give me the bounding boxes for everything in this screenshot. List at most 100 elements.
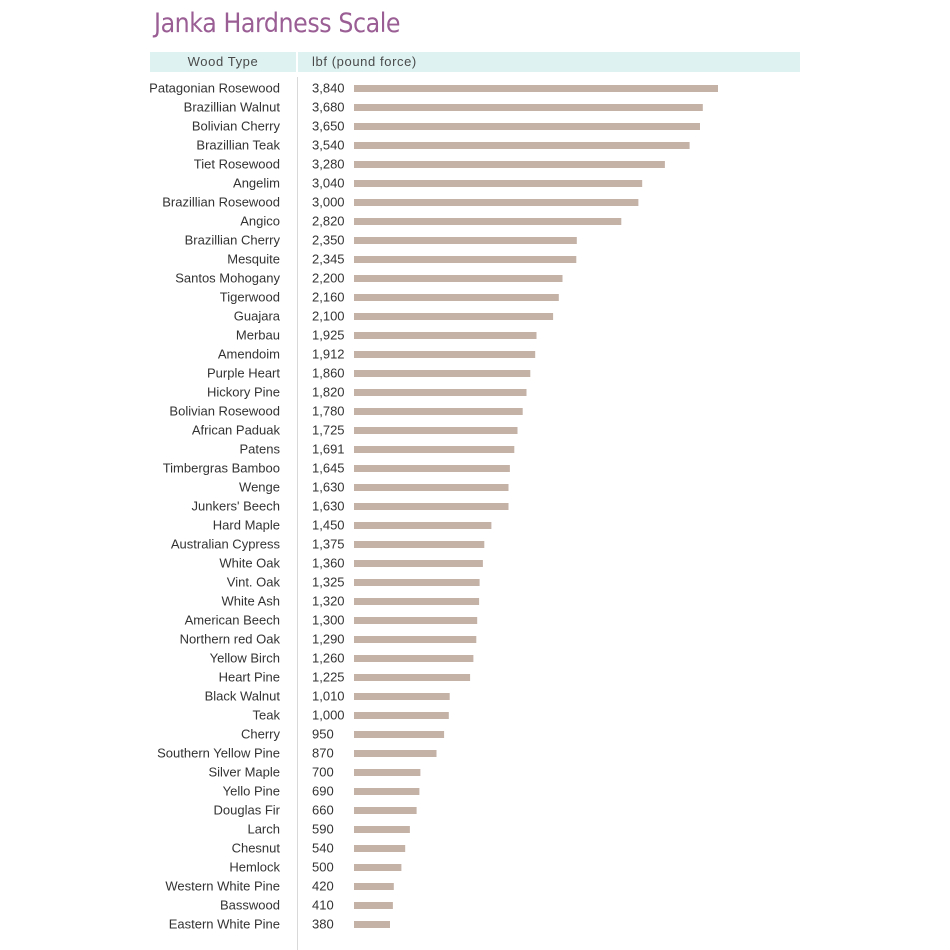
value-label: 3,000 bbox=[312, 195, 345, 210]
wood-type-label: Patens bbox=[240, 442, 281, 457]
value-label: 3,840 bbox=[312, 81, 345, 96]
value-label: 1,630 bbox=[312, 480, 345, 495]
wood-type-label: Amendoim bbox=[218, 347, 280, 362]
value-label: 3,040 bbox=[312, 176, 345, 191]
value-label: 700 bbox=[312, 765, 334, 780]
wood-type-label: Junkers' Beech bbox=[192, 499, 280, 514]
wood-type-label: Mesquite bbox=[227, 252, 280, 267]
column-header-divider bbox=[296, 52, 298, 72]
wood-type-label: White Ash bbox=[221, 594, 280, 609]
bar bbox=[354, 655, 474, 662]
wood-type-label: Patagonian Rosewood bbox=[149, 81, 280, 96]
wood-type-label: Yellow Birch bbox=[210, 651, 280, 666]
value-label: 380 bbox=[312, 917, 334, 932]
value-label: 690 bbox=[312, 784, 334, 799]
value-label: 1,912 bbox=[312, 347, 345, 362]
value-label: 1,691 bbox=[312, 442, 345, 457]
value-label: 3,280 bbox=[312, 157, 345, 172]
wood-type-label: Cherry bbox=[241, 727, 281, 742]
bar bbox=[354, 484, 509, 491]
wood-type-label: Larch bbox=[247, 822, 280, 837]
bar bbox=[354, 446, 515, 453]
bar bbox=[354, 427, 518, 434]
bar-rows: Patagonian Rosewood 3,840 Brazillian Walnu… bbox=[149, 81, 718, 932]
column-divider-line bbox=[297, 77, 298, 950]
value-label: 870 bbox=[312, 746, 334, 761]
bar bbox=[354, 902, 393, 909]
value-label: 1,010 bbox=[312, 689, 345, 704]
wood-type-label: Northern red Oak bbox=[180, 632, 281, 647]
wood-type-label: Purple Heart bbox=[207, 366, 280, 381]
value-label: 1,450 bbox=[312, 518, 345, 533]
bar bbox=[354, 522, 492, 529]
value-label: 950 bbox=[312, 727, 334, 742]
column-header-bar bbox=[150, 52, 800, 72]
wood-type-label: Basswood bbox=[220, 898, 280, 913]
bar bbox=[354, 560, 483, 567]
value-label: 1,820 bbox=[312, 385, 345, 400]
value-label: 500 bbox=[312, 860, 334, 875]
value-label: 1,325 bbox=[312, 575, 345, 590]
wood-type-label: Eastern White Pine bbox=[169, 917, 280, 932]
wood-type-label: Teak bbox=[253, 708, 281, 723]
wood-type-label: Brazillian Rosewood bbox=[162, 195, 280, 210]
wood-type-label: Tiet Rosewood bbox=[194, 157, 280, 172]
bar bbox=[354, 104, 703, 111]
wood-type-label: Angelim bbox=[233, 176, 280, 191]
bar bbox=[354, 370, 531, 377]
bar bbox=[354, 845, 406, 852]
wood-type-label: Merbau bbox=[236, 328, 280, 343]
value-label: 1,725 bbox=[312, 423, 345, 438]
value-label: 1,260 bbox=[312, 651, 345, 666]
value-label: 3,540 bbox=[312, 138, 345, 153]
value-label: 1,300 bbox=[312, 613, 345, 628]
bar bbox=[354, 180, 643, 187]
wood-type-label: Timbergras Bamboo bbox=[163, 461, 280, 476]
wood-type-label: Chesnut bbox=[232, 841, 281, 856]
value-label: 1,360 bbox=[312, 556, 345, 571]
bar bbox=[354, 142, 690, 149]
wood-type-label: Hemlock bbox=[229, 860, 280, 875]
bar bbox=[354, 351, 536, 358]
bar bbox=[354, 332, 537, 339]
wood-type-label: White Oak bbox=[219, 556, 280, 571]
value-label: 1,225 bbox=[312, 670, 345, 685]
value-label: 2,350 bbox=[312, 233, 345, 248]
bar bbox=[354, 256, 577, 263]
wood-type-label: Wenge bbox=[239, 480, 280, 495]
value-label: 1,320 bbox=[312, 594, 345, 609]
wood-type-label: Western White Pine bbox=[165, 879, 280, 894]
wood-type-label: Brazillian Teak bbox=[196, 138, 280, 153]
bar bbox=[354, 579, 480, 586]
value-label: 1,645 bbox=[312, 461, 345, 476]
column-header-wood-type: Wood Type bbox=[187, 54, 259, 69]
value-label: 1,000 bbox=[312, 708, 345, 723]
column-header-lbf: lbf (pound force) bbox=[312, 54, 417, 69]
bar bbox=[354, 237, 577, 244]
bar bbox=[354, 788, 420, 795]
value-label: 540 bbox=[312, 841, 334, 856]
bar bbox=[354, 883, 394, 890]
bar bbox=[354, 921, 390, 928]
value-label: 2,345 bbox=[312, 252, 345, 267]
value-label: 1,925 bbox=[312, 328, 345, 343]
value-label: 1,630 bbox=[312, 499, 345, 514]
value-label: 2,200 bbox=[312, 271, 345, 286]
bar bbox=[354, 712, 449, 719]
wood-type-label: Black Walnut bbox=[205, 689, 281, 704]
wood-type-label: Guajara bbox=[234, 309, 281, 324]
bar bbox=[354, 161, 665, 168]
wood-type-label: Douglas Fir bbox=[214, 803, 281, 818]
wood-type-label: Angico bbox=[240, 214, 280, 229]
bar bbox=[354, 294, 559, 301]
wood-type-label: Brazillian Cherry bbox=[185, 233, 281, 248]
wood-type-label: Southern Yellow Pine bbox=[157, 746, 280, 761]
value-label: 2,160 bbox=[312, 290, 345, 305]
wood-type-label: Bolivian Rosewood bbox=[169, 404, 280, 419]
bar bbox=[354, 218, 622, 225]
bar bbox=[354, 503, 509, 510]
bar bbox=[354, 826, 410, 833]
bar bbox=[354, 313, 554, 320]
bar bbox=[354, 750, 437, 757]
